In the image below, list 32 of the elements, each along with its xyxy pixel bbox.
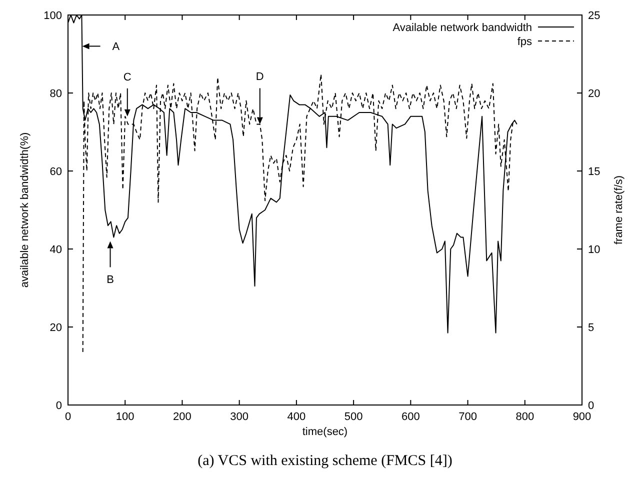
x-tick-label: 0 bbox=[64, 411, 72, 423]
y-tick-label: 80 bbox=[50, 88, 62, 100]
x-tick-label: 200 bbox=[173, 411, 192, 423]
y-tick-label: 40 bbox=[50, 244, 62, 256]
y-tick-label: 20 bbox=[50, 322, 62, 334]
x-tick-label: 300 bbox=[230, 411, 249, 423]
x-tick-label: 100 bbox=[116, 411, 134, 423]
x-axis-title: time(sec) bbox=[302, 426, 348, 438]
annotation: B bbox=[106, 274, 114, 286]
y2-tick-label: 25 bbox=[588, 10, 600, 22]
y2-tick-label: 0 bbox=[588, 400, 594, 412]
y2-tick-label: 10 bbox=[588, 244, 600, 256]
y-tick-label: 0 bbox=[56, 400, 62, 412]
y2-tick-label: 20 bbox=[588, 88, 600, 100]
y2-axis-title: frame rate(f/s) bbox=[613, 175, 625, 245]
x-tick-label: 700 bbox=[458, 411, 477, 423]
annotation: C bbox=[123, 71, 132, 84]
x-tick-label: 500 bbox=[344, 411, 363, 423]
legend-label: Available network bandwidth bbox=[392, 22, 532, 34]
y2-tick-label: 5 bbox=[588, 322, 594, 334]
x-tick-label: 400 bbox=[287, 411, 306, 423]
x-tick-label: 600 bbox=[401, 411, 420, 423]
annotation: A bbox=[112, 41, 120, 54]
y2-tick-label: 15 bbox=[588, 166, 600, 178]
y-tick-label: 100 bbox=[44, 10, 62, 22]
legend-label: fps bbox=[517, 36, 532, 48]
annotation: D bbox=[256, 71, 264, 84]
y-axis-title: available network bandwidth(%) bbox=[19, 132, 31, 288]
text: (a) VCS with existing scheme (FMCS [4]) bbox=[198, 453, 452, 469]
y-tick-label: 60 bbox=[50, 166, 62, 178]
x-tick-label: 800 bbox=[516, 411, 534, 423]
x-tick-label: 900 bbox=[572, 411, 592, 423]
